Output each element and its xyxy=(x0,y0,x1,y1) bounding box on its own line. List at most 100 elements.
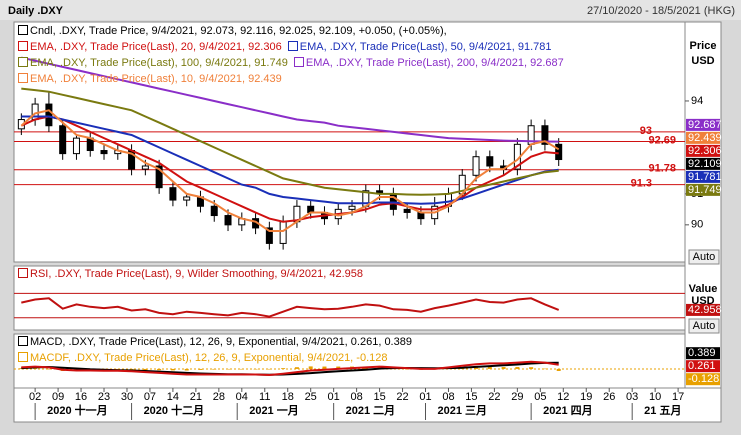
candle-body xyxy=(348,205,356,210)
candle-body xyxy=(555,143,563,161)
ema-line xyxy=(21,56,559,143)
macd-legend: MACD, .DXY, Trade Price(Last), 12, 26, 9… xyxy=(18,334,678,366)
legend-entry: MACD, .DXY, Trade Price(Last), 12, 26, 9… xyxy=(18,336,412,348)
legend-icon xyxy=(18,336,28,346)
histogram-bar xyxy=(294,367,299,369)
legend-entry: EMA, .DXY, Trade Price(Last), 10, 9/4/20… xyxy=(18,73,282,85)
histogram-bar xyxy=(336,366,341,369)
histogram-bar xyxy=(46,368,51,370)
legend-text: EMA, .DXY, Trade Price(Last), 100, 9/4/2… xyxy=(30,57,288,69)
candle-body xyxy=(45,103,53,127)
legend-text: EMA, .DXY, Trade Price(Last), 200, 9/4/2… xyxy=(305,57,564,69)
legend-text: EMA, .DXY, Trade Price(Last), 50, 9/4/20… xyxy=(299,41,552,53)
candle-body xyxy=(59,125,67,155)
histogram-bar xyxy=(529,367,534,369)
x-tick-label: 23 xyxy=(98,391,110,403)
histogram-bar xyxy=(170,368,175,371)
x-tick-label: 14 xyxy=(167,391,179,403)
legend-entry: EMA, .DXY, Trade Price(Last), 100, 9/4/2… xyxy=(18,57,288,69)
auto-button[interactable] xyxy=(688,318,720,334)
value-tag xyxy=(686,144,720,157)
x-tick-label: 09 xyxy=(52,391,64,403)
legend-entry: EMA, .DXY, Trade Price(Last), 200, 9/4/2… xyxy=(293,57,564,69)
price-legend: Cndl, .DXY, Trade Price, 9/4/2021, 92.07… xyxy=(18,23,683,87)
value-tag-label: 42.958 xyxy=(688,304,722,316)
x-tick-label: 17 xyxy=(672,391,684,403)
histogram-bar xyxy=(487,366,492,369)
x-tick-label: 30 xyxy=(121,391,133,403)
y-axis-unit: USD xyxy=(691,295,714,307)
ema-line xyxy=(20,109,560,232)
x-tick-label: 11 xyxy=(259,391,270,403)
candle-body xyxy=(279,221,287,244)
candle-body xyxy=(141,165,149,170)
value-tag-label: 91.749 xyxy=(688,184,722,196)
x-tick-label: 07 xyxy=(144,391,156,403)
legend-text: EMA, .DXY, Trade Price(Last), 10, 9/4/20… xyxy=(30,73,282,85)
value-tag xyxy=(686,118,720,131)
macd-line xyxy=(21,360,559,377)
legend-entry: Cndl, .DXY, Trade Price, 9/4/2021, 92.07… xyxy=(18,25,447,37)
auto-button-label[interactable]: Auto xyxy=(693,251,716,263)
x-tick-label: 12 xyxy=(557,391,569,403)
month-label: 2021 一月 xyxy=(249,404,299,417)
candle-body xyxy=(100,150,108,155)
histogram-bar xyxy=(253,368,258,370)
legend-entry: EMA, .DXY, Trade Price(Last), 50, 9/4/20… xyxy=(287,41,552,53)
histogram-bar xyxy=(515,367,520,369)
value-tag-label: 92.687 xyxy=(688,119,722,131)
x-tick-label: 08 xyxy=(442,391,454,403)
y-axis-label: Value xyxy=(689,283,718,295)
value-tag-label: -0.128 xyxy=(688,373,719,385)
value-tag-label: 92.306 xyxy=(688,145,722,157)
x-tick-label: 03 xyxy=(626,391,638,403)
candle-body xyxy=(486,156,494,167)
histogram-bar xyxy=(33,368,38,369)
histogram-bar xyxy=(322,366,327,369)
legend-icon xyxy=(18,57,28,67)
chart-title: Daily .DXY xyxy=(8,5,64,17)
value-tag-label: 92.109 xyxy=(688,158,722,170)
x-tick-label: 16 xyxy=(75,391,87,403)
x-tick-label: 05 xyxy=(534,391,546,403)
histogram-bar xyxy=(226,368,231,370)
histogram-bar xyxy=(556,368,561,371)
value-tag xyxy=(686,183,720,196)
y-axis-label: Price xyxy=(690,40,717,52)
ema-line xyxy=(20,115,559,223)
ema-line xyxy=(21,87,559,196)
y-tick-label: 94 xyxy=(691,95,703,107)
x-tick-label: 15 xyxy=(373,391,385,403)
value-tag xyxy=(686,131,720,144)
candle-body xyxy=(224,215,232,226)
candle-body xyxy=(472,156,480,176)
x-tick-label: 01 xyxy=(419,391,431,403)
x-tick-label: 10 xyxy=(649,391,661,403)
histogram-bar xyxy=(267,368,272,370)
rsi-line xyxy=(21,297,560,318)
value-tag-label: 0.389 xyxy=(688,347,716,359)
x-tick-label: 26 xyxy=(603,391,615,403)
auto-button[interactable] xyxy=(688,249,720,265)
level-label: 92.69 xyxy=(648,134,676,146)
legend-icon xyxy=(18,268,28,278)
x-tick-label: 22 xyxy=(396,391,408,403)
legend-icon xyxy=(18,41,28,51)
x-tick-label: 04 xyxy=(236,391,248,403)
legend-icon xyxy=(18,73,28,83)
legend-text: EMA, .DXY, Trade Price(Last), 20, 9/4/20… xyxy=(30,41,282,53)
level-label: 91.3 xyxy=(631,177,652,189)
x-tick-label: 02 xyxy=(29,391,41,403)
macd-pane xyxy=(13,333,686,389)
candle-body xyxy=(541,125,549,145)
value-tag xyxy=(686,360,720,373)
legend-icon xyxy=(18,352,28,362)
value-tag xyxy=(686,170,720,183)
title-bar xyxy=(0,0,741,20)
month-label: 2020 十二月 xyxy=(144,403,205,417)
auto-button-label[interactable]: Auto xyxy=(693,320,716,332)
legend-text: Cndl, .DXY, Trade Price, 9/4/2021, 92.07… xyxy=(30,25,447,37)
legend-text: MACD, .DXY, Trade Price(Last), 12, 26, 9… xyxy=(30,336,412,348)
legend-entry: RSI, .DXY, Trade Price(Last), 9, Wilder … xyxy=(18,268,363,280)
